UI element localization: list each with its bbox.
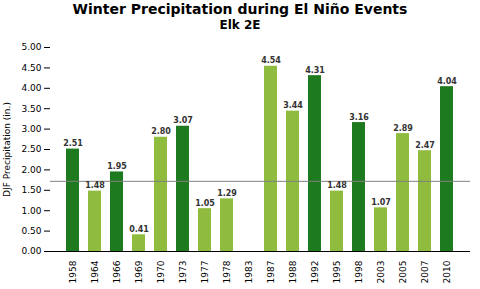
svg-text:1.50: 1.50 bbox=[21, 185, 41, 195]
svg-text:1973: 1973 bbox=[178, 261, 188, 284]
svg-text:2.00: 2.00 bbox=[21, 165, 41, 175]
svg-text:1992: 1992 bbox=[310, 261, 320, 284]
html-text:Winter Precipitation during El: Winter Precipitation during El Niño Even… bbox=[72, 1, 408, 17]
svg-text:2003: 2003 bbox=[376, 261, 386, 284]
svg-text:1995: 1995 bbox=[332, 261, 342, 284]
svg-text:4.50: 4.50 bbox=[21, 63, 41, 73]
svg-text:1.29: 1.29 bbox=[217, 189, 237, 198]
svg-text:1969: 1969 bbox=[134, 260, 144, 283]
svg-text:4.31: 4.31 bbox=[305, 66, 325, 75]
svg-text:1.48: 1.48 bbox=[85, 181, 105, 190]
svg-text:4.04: 4.04 bbox=[437, 77, 457, 86]
svg-text:1.05: 1.05 bbox=[195, 199, 215, 208]
svg-text:3.16: 3.16 bbox=[349, 113, 369, 122]
svg-text:1983: 1983 bbox=[244, 261, 254, 284]
svg-text:1966: 1966 bbox=[112, 260, 122, 283]
svg-text:0.41: 0.41 bbox=[129, 225, 149, 234]
svg-text:1964: 1964 bbox=[90, 260, 100, 283]
svg-text:1977: 1977 bbox=[200, 261, 210, 284]
svg-text:2.50: 2.50 bbox=[21, 144, 41, 154]
svg-text:1958: 1958 bbox=[68, 260, 78, 283]
svg-text:2.80: 2.80 bbox=[151, 127, 171, 136]
svg-text:2.51: 2.51 bbox=[63, 139, 83, 148]
html-text:Elk 2E: Elk 2E bbox=[219, 18, 261, 32]
svg-text:2005: 2005 bbox=[398, 261, 408, 284]
svg-text:3.44: 3.44 bbox=[283, 101, 303, 110]
svg-text:4.00: 4.00 bbox=[21, 83, 41, 93]
svg-text:1.07: 1.07 bbox=[371, 198, 391, 207]
svg-text:2010: 2010 bbox=[442, 260, 452, 283]
svg-text:0.50: 0.50 bbox=[21, 226, 41, 236]
svg-text:1998: 1998 bbox=[354, 260, 364, 283]
svg-text:DJF Precipitation (in.): DJF Precipitation (in.) bbox=[2, 102, 12, 197]
svg-text:1.00: 1.00 bbox=[21, 206, 41, 216]
svg-text:3.50: 3.50 bbox=[21, 104, 41, 114]
svg-text:1970: 1970 bbox=[156, 260, 166, 283]
svg-text:2007: 2007 bbox=[420, 261, 430, 284]
svg-text:2.47: 2.47 bbox=[415, 141, 435, 150]
svg-text:1.48: 1.48 bbox=[327, 181, 347, 190]
svg-text:1987: 1987 bbox=[266, 261, 276, 284]
svg-text:2.89: 2.89 bbox=[393, 124, 413, 133]
svg-text:3.00: 3.00 bbox=[21, 124, 41, 134]
svg-text:0.00: 0.00 bbox=[21, 246, 41, 256]
svg-text:1988: 1988 bbox=[288, 260, 298, 283]
svg-text:5.00: 5.00 bbox=[21, 42, 41, 52]
svg-text:1.95: 1.95 bbox=[107, 162, 127, 171]
svg-text:4.54: 4.54 bbox=[261, 56, 281, 65]
svg-text:3.07: 3.07 bbox=[173, 116, 193, 125]
svg-text:1978: 1978 bbox=[222, 260, 232, 283]
